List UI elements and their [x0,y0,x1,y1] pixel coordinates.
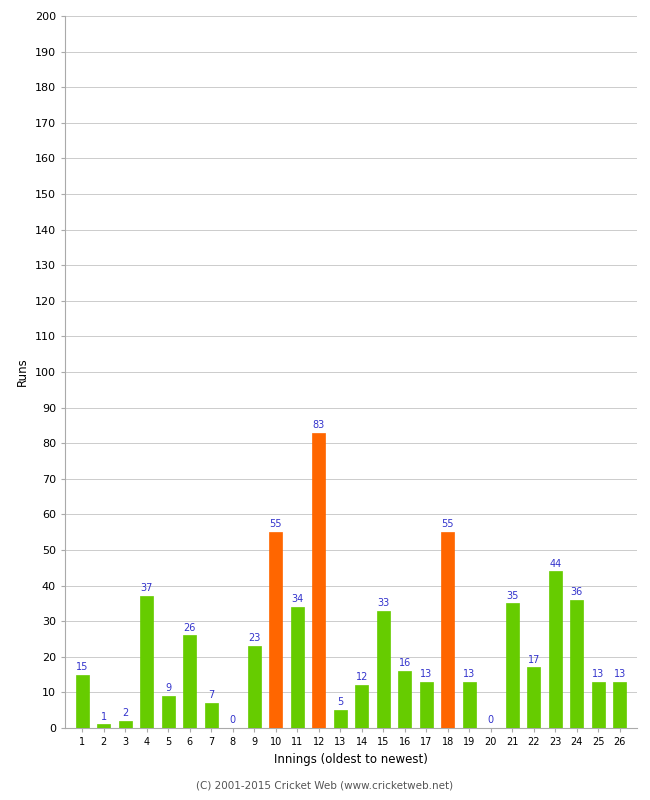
Bar [269,532,282,728]
Bar [205,703,218,728]
Bar [549,571,562,728]
Text: 34: 34 [291,594,304,604]
Text: 12: 12 [356,673,368,682]
Text: 36: 36 [571,587,583,597]
Bar [506,603,519,728]
Text: 0: 0 [488,715,494,725]
Text: 17: 17 [528,654,540,665]
Text: (C) 2001-2015 Cricket Web (www.cricketweb.net): (C) 2001-2015 Cricket Web (www.cricketwe… [196,781,454,790]
Bar [291,607,304,728]
X-axis label: Innings (oldest to newest): Innings (oldest to newest) [274,753,428,766]
Bar [377,610,390,728]
Bar [248,646,261,728]
Bar [420,682,433,728]
Y-axis label: Runs: Runs [16,358,29,386]
Text: 23: 23 [248,634,261,643]
Text: 13: 13 [463,669,475,679]
Text: 1: 1 [101,711,107,722]
Text: 44: 44 [549,558,562,569]
Text: 13: 13 [614,669,626,679]
Bar [98,725,110,728]
Text: 15: 15 [76,662,88,672]
Bar [312,433,325,728]
Bar [441,532,454,728]
Text: 13: 13 [420,669,432,679]
Bar [356,686,368,728]
Bar [76,674,88,728]
Bar [592,682,604,728]
Text: 5: 5 [337,698,343,707]
Text: 33: 33 [377,598,389,608]
Bar [398,671,411,728]
Text: 26: 26 [183,622,196,633]
Text: 37: 37 [140,583,153,594]
Text: 55: 55 [441,519,454,530]
Text: 2: 2 [122,708,128,718]
Bar [527,667,540,728]
Bar [183,635,196,728]
Bar [463,682,476,728]
Text: 83: 83 [313,420,325,430]
Text: 13: 13 [592,669,604,679]
Text: 0: 0 [229,715,236,725]
Text: 16: 16 [398,658,411,668]
Text: 35: 35 [506,590,519,601]
Bar [162,696,175,728]
Text: 55: 55 [270,519,282,530]
Bar [334,710,346,728]
Bar [570,600,583,728]
Bar [140,596,153,728]
Bar [614,682,626,728]
Text: 9: 9 [165,683,172,693]
Text: 7: 7 [208,690,214,700]
Bar [119,721,132,728]
